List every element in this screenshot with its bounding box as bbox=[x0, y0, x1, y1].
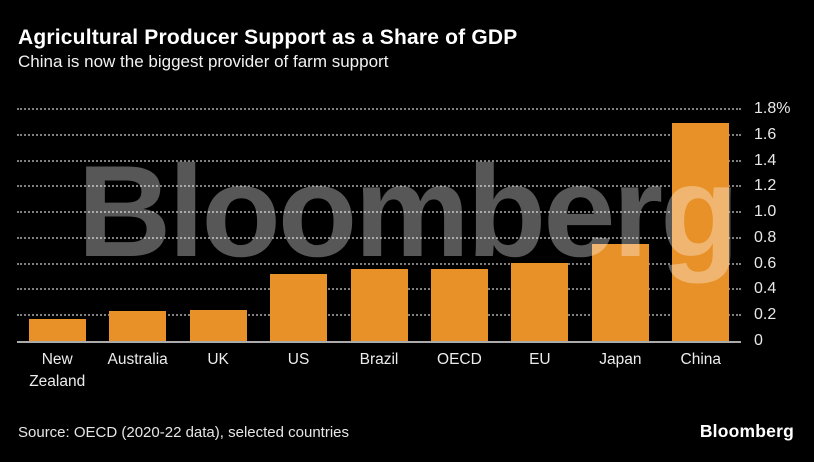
x-label-australia: Australia bbox=[107, 351, 168, 368]
x-label-oecd: OECD bbox=[437, 351, 482, 368]
y-tick-label: 0.2 bbox=[754, 306, 777, 324]
x-label-brazil: Brazil bbox=[359, 351, 399, 368]
bar-brazil bbox=[350, 268, 408, 342]
y-tick-label: 1.0 bbox=[754, 203, 777, 221]
bar-japan bbox=[591, 244, 649, 342]
gridline-1.4 bbox=[17, 159, 741, 162]
bar-australia bbox=[109, 311, 167, 342]
bloomberg-logo: Bloomberg bbox=[699, 421, 794, 441]
x-label-new-zealand: New Zealand bbox=[29, 351, 86, 390]
gridline-1.0 bbox=[17, 211, 741, 214]
y-tick-label: 1.8% bbox=[754, 100, 791, 117]
y-tick-label: 1.4 bbox=[754, 151, 777, 169]
gridline-1.8% bbox=[17, 108, 741, 110]
x-label-us: US bbox=[287, 351, 310, 368]
bar-us bbox=[270, 273, 328, 342]
bar-eu bbox=[511, 263, 569, 342]
x-label-china: China bbox=[680, 351, 722, 368]
y-tick-label: 0 bbox=[754, 332, 763, 349]
y-tick-label: 0.4 bbox=[754, 280, 777, 298]
y-tick-label: 1.6 bbox=[754, 125, 777, 143]
chart-title: Agricultural Producer Support as a Share… bbox=[18, 26, 518, 49]
y-axis-labels: 0 0.2 0.4 0.6 0.8 1.0 1.2 1.4 1.6 1.8% bbox=[754, 0, 812, 462]
bar-oecd bbox=[430, 268, 488, 342]
gridline-0.6 bbox=[17, 262, 741, 265]
bar-new-zealand bbox=[28, 318, 86, 342]
x-axis-baseline bbox=[17, 341, 741, 343]
source-note: Source: OECD (2020-22 data), selected co… bbox=[18, 424, 350, 441]
y-tick-label: 1.2 bbox=[754, 177, 777, 195]
x-label-eu: EU bbox=[529, 351, 551, 368]
bar-china bbox=[672, 122, 730, 342]
x-label-japan: Japan bbox=[599, 351, 642, 368]
gridline-0.8 bbox=[17, 236, 741, 239]
gridline-1.2 bbox=[17, 185, 741, 188]
plot-area bbox=[17, 108, 741, 343]
chart-subtitle: China is now the biggest provider of far… bbox=[18, 52, 389, 71]
y-tick-label: 0.8 bbox=[754, 228, 777, 246]
bar-uk bbox=[189, 309, 247, 342]
y-tick-label: 0.6 bbox=[754, 254, 777, 272]
x-label-uk: UK bbox=[207, 351, 229, 368]
gridline-1.6 bbox=[17, 133, 741, 136]
